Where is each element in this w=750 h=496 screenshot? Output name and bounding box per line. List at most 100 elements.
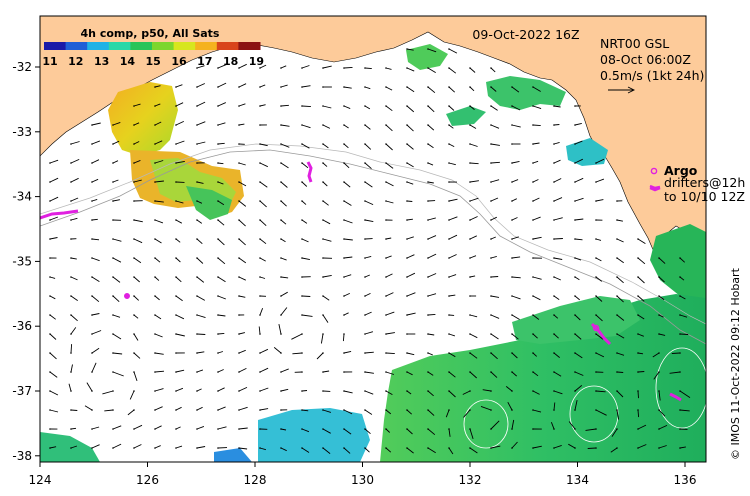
current-vector-origin bbox=[91, 143, 93, 145]
legend-color-swatch bbox=[216, 42, 239, 50]
current-vector-origin bbox=[259, 105, 261, 107]
current-vector bbox=[595, 178, 605, 183]
current-vector-origin bbox=[490, 314, 492, 316]
current-vector bbox=[196, 314, 206, 319]
current-vector-origin bbox=[364, 390, 366, 392]
current-vector-origin bbox=[91, 352, 93, 354]
current-vector-origin bbox=[217, 428, 219, 430]
current-vector-origin bbox=[532, 314, 534, 316]
current-vector bbox=[511, 86, 520, 93]
current-vector-origin bbox=[133, 181, 135, 183]
legend-color-swatch bbox=[238, 42, 261, 50]
current-vector bbox=[469, 235, 477, 240]
current-vector-origin bbox=[217, 409, 219, 411]
current-vector bbox=[505, 386, 513, 392]
current-vector-origin bbox=[364, 276, 366, 278]
current-vector bbox=[322, 238, 332, 242]
current-vector-origin bbox=[49, 428, 51, 430]
current-vector-origin bbox=[217, 200, 219, 202]
legend-color-swatch bbox=[65, 42, 88, 50]
current-vector-origin bbox=[574, 314, 576, 316]
current-vector-origin bbox=[532, 162, 534, 164]
current-vector-origin bbox=[133, 162, 135, 164]
current-vector bbox=[427, 273, 437, 278]
current-scale-label: 0.5m/s (1kt 24h) bbox=[600, 68, 704, 83]
lon-tick-label: 130 bbox=[351, 473, 374, 487]
current-vector bbox=[196, 238, 203, 245]
current-vector-origin bbox=[175, 371, 177, 373]
current-vector-origin bbox=[448, 409, 450, 411]
current-vector-origin bbox=[364, 200, 366, 202]
current-vector bbox=[91, 330, 102, 335]
current-vector-origin bbox=[406, 371, 408, 373]
current-vector bbox=[238, 257, 247, 264]
current-vector bbox=[406, 181, 414, 185]
current-vector-origin bbox=[196, 257, 198, 259]
current-vector-origin bbox=[112, 390, 114, 392]
current-vector-origin bbox=[427, 390, 429, 392]
current-vector-origin bbox=[448, 390, 450, 392]
current-vector-origin bbox=[553, 143, 555, 145]
current-vector-origin bbox=[364, 447, 366, 449]
current-vector-origin bbox=[49, 276, 51, 278]
current-vector bbox=[385, 143, 393, 151]
current-vector-origin bbox=[70, 276, 72, 278]
current-vector bbox=[129, 390, 135, 400]
current-vector bbox=[406, 143, 414, 150]
current-vector bbox=[550, 422, 555, 430]
current-vector-origin bbox=[658, 295, 660, 297]
current-vector bbox=[490, 255, 497, 259]
current-vector-origin bbox=[385, 162, 387, 164]
current-vector bbox=[112, 276, 121, 283]
current-vector bbox=[574, 257, 582, 261]
current-vector-origin bbox=[49, 219, 51, 221]
current-vector-origin bbox=[490, 371, 492, 373]
current-vector-origin bbox=[553, 257, 555, 259]
current-vector bbox=[133, 122, 140, 126]
current-vector bbox=[364, 331, 374, 335]
current-vector-origin bbox=[469, 200, 471, 202]
current-vector-origin bbox=[385, 352, 387, 354]
current-vector bbox=[427, 181, 434, 184]
current-vector bbox=[385, 390, 393, 395]
lat-tick-label: -33 bbox=[12, 125, 32, 139]
current-info: NRT00 GSL 08-Oct 06:00Z 0.5m/s (1kt 24h) bbox=[600, 36, 704, 94]
current-vector bbox=[133, 333, 139, 341]
current-vector bbox=[343, 292, 350, 297]
current-vector bbox=[343, 124, 349, 129]
current-vector-origin bbox=[259, 371, 261, 373]
current-vector-origin bbox=[553, 409, 555, 411]
current-vector-origin bbox=[91, 409, 93, 411]
current-vector bbox=[259, 104, 266, 107]
current-vector bbox=[574, 333, 582, 340]
current-vector-origin bbox=[70, 428, 72, 430]
current-vector bbox=[217, 219, 225, 226]
current-vector-origin bbox=[301, 352, 303, 354]
current-vector bbox=[112, 295, 120, 303]
current-vector-origin bbox=[385, 67, 387, 69]
current-vector-origin bbox=[385, 295, 387, 297]
current-vector bbox=[637, 409, 640, 418]
current-vector-origin bbox=[364, 86, 366, 88]
current-time: 08-Oct 06:00Z bbox=[600, 52, 691, 67]
current-vector-origin bbox=[490, 276, 492, 278]
current-vector bbox=[217, 238, 225, 246]
current-vector bbox=[532, 142, 540, 145]
sst-patch-south-mid bbox=[512, 296, 640, 344]
current-vector bbox=[385, 237, 392, 240]
current-vector-origin bbox=[406, 314, 408, 316]
current-vector-origin bbox=[448, 105, 450, 107]
current-vector-origin bbox=[70, 390, 72, 392]
scale-arrow bbox=[608, 86, 636, 94]
sst-patch-southwest-blue bbox=[214, 448, 252, 462]
current-vector bbox=[364, 409, 373, 415]
current-vector-origin bbox=[490, 67, 492, 69]
current-vector bbox=[553, 444, 562, 449]
current-vector bbox=[553, 197, 563, 202]
current-vector-origin bbox=[406, 67, 408, 69]
current-vector bbox=[70, 295, 78, 301]
current-vector-origin bbox=[217, 162, 219, 164]
current-vector-origin bbox=[385, 181, 387, 183]
current-vector bbox=[427, 143, 434, 149]
current-vector bbox=[342, 333, 345, 342]
